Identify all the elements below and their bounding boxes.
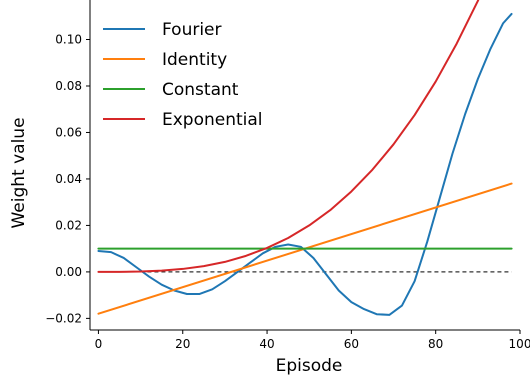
y-axis-title: Weight value <box>9 117 29 228</box>
y-tick-label: 0.06 <box>55 125 82 139</box>
y-tick-label: 0.04 <box>55 172 82 186</box>
x-tick-label: 20 <box>175 337 190 351</box>
x-tick-label: 40 <box>259 337 274 351</box>
x-tick-label: 0 <box>95 337 103 351</box>
x-ticks: 0 20 40 60 80 100 <box>95 330 530 351</box>
legend-label-fourier: Fourier <box>162 20 222 40</box>
x-tick-label: 80 <box>428 337 443 351</box>
legend-label-constant: Constant <box>162 80 239 100</box>
plot-area <box>97 0 513 316</box>
series-line-fourier <box>97 12 513 316</box>
legend-label-exponential: Exponential <box>162 110 263 130</box>
y-tick-label: 0.00 <box>55 265 82 279</box>
y-ticks: −0.02 0.00 0.02 0.04 0.06 0.08 0.10 <box>45 33 90 325</box>
y-tick-label: −0.02 <box>45 311 82 325</box>
series-line-exponential <box>97 0 480 273</box>
y-tick-label: 0.08 <box>55 79 82 93</box>
legend-label-identity: Identity <box>162 50 227 70</box>
legend: Fourier Identity Constant Exponential <box>103 20 263 130</box>
y-tick-label: 0.02 <box>55 218 82 232</box>
x-tick-label: 60 <box>344 337 359 351</box>
y-tick-label: 0.10 <box>55 33 82 47</box>
x-tick-label: 100 <box>509 337 530 351</box>
x-axis-title: Episode <box>276 356 343 376</box>
